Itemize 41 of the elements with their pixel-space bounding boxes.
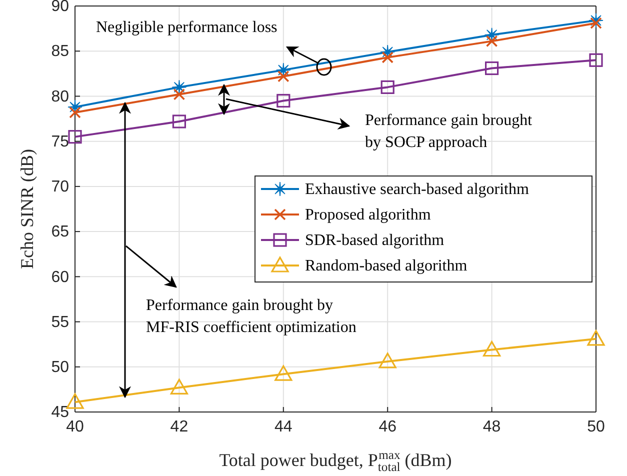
y-tick-label: 70 xyxy=(51,178,70,196)
point xyxy=(172,80,187,95)
legend-label: Proposed algorithm xyxy=(305,206,432,224)
point xyxy=(378,352,396,368)
x-axis-title: Total power budget, P$_{total}$$^{max}$ (dBm) xyxy=(219,448,452,474)
point xyxy=(170,378,188,394)
y-tick-label: 65 xyxy=(51,224,70,241)
x-tick-label: 50 xyxy=(587,418,605,436)
point xyxy=(380,80,394,94)
x-tick-label: 48 xyxy=(482,418,501,436)
y-tick-label: 75 xyxy=(51,133,70,150)
annotation: Negligible performance loss xyxy=(96,19,278,36)
y-tick-label: 50 xyxy=(51,359,70,376)
point xyxy=(69,106,81,118)
legend-label: SDR-based algorithm xyxy=(305,232,445,249)
point xyxy=(68,130,82,144)
point xyxy=(590,17,602,30)
point xyxy=(485,61,499,76)
y-tick-label: 85 xyxy=(51,43,70,60)
x-tick-label: 42 xyxy=(170,418,188,436)
point xyxy=(276,94,290,108)
point xyxy=(172,114,186,128)
point xyxy=(382,52,394,64)
point xyxy=(173,88,186,100)
annotation: Performance gain brought by MF-RIS coefficient optimization xyxy=(146,297,356,336)
annotation: Performance gain brought by SOCP approach xyxy=(365,112,533,151)
point xyxy=(589,53,603,67)
y-axis-title: Echo SINR (dB) xyxy=(17,149,37,269)
point xyxy=(587,330,605,346)
x-tick-label: 46 xyxy=(378,418,397,436)
legend-label: Random-based algorithm xyxy=(305,258,468,274)
y-tick-label: 90 xyxy=(51,0,70,16)
x-tick-label: 44 xyxy=(274,418,292,436)
point xyxy=(278,70,290,82)
y-tick-label: 55 xyxy=(51,314,70,331)
legend-label: Exhaustive search-based algorithm xyxy=(305,181,530,198)
point xyxy=(486,35,498,48)
point xyxy=(274,365,292,381)
y-tick-label: 60 xyxy=(51,268,70,286)
point xyxy=(483,340,501,357)
y-tick-label: 80 xyxy=(51,88,70,106)
